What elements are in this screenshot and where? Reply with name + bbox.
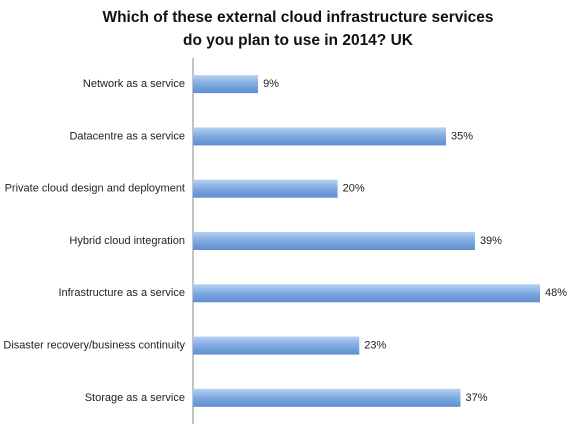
y-tick-label: Disaster recovery/business continuity [3,339,185,351]
bar [193,232,475,250]
value-label: 35% [451,130,473,142]
value-label: 48% [545,287,567,299]
value-label: 23% [364,339,386,351]
chart-title: do you plan to use in 2014? UK [183,32,414,49]
y-tick-label: Storage as a service [85,392,185,404]
bar [193,179,338,198]
value-label: 37% [465,392,487,404]
y-tick-label: Network as a service [83,78,185,90]
y-tick-label: Private cloud design and deployment [5,183,185,195]
y-tick-label: Infrastructure as a service [58,287,185,299]
bar [193,75,259,94]
y-tick-label: Hybrid cloud integration [69,235,185,247]
value-label: 9% [263,78,279,90]
value-label: 39% [480,235,502,247]
bar [193,127,447,146]
value-label: 20% [343,183,365,195]
bar [193,336,360,355]
bar [193,284,540,303]
y-tick-label: Datacentre as a service [69,130,185,142]
bar [193,388,461,407]
chart-title: Which of these external cloud infrastruc… [102,9,493,26]
